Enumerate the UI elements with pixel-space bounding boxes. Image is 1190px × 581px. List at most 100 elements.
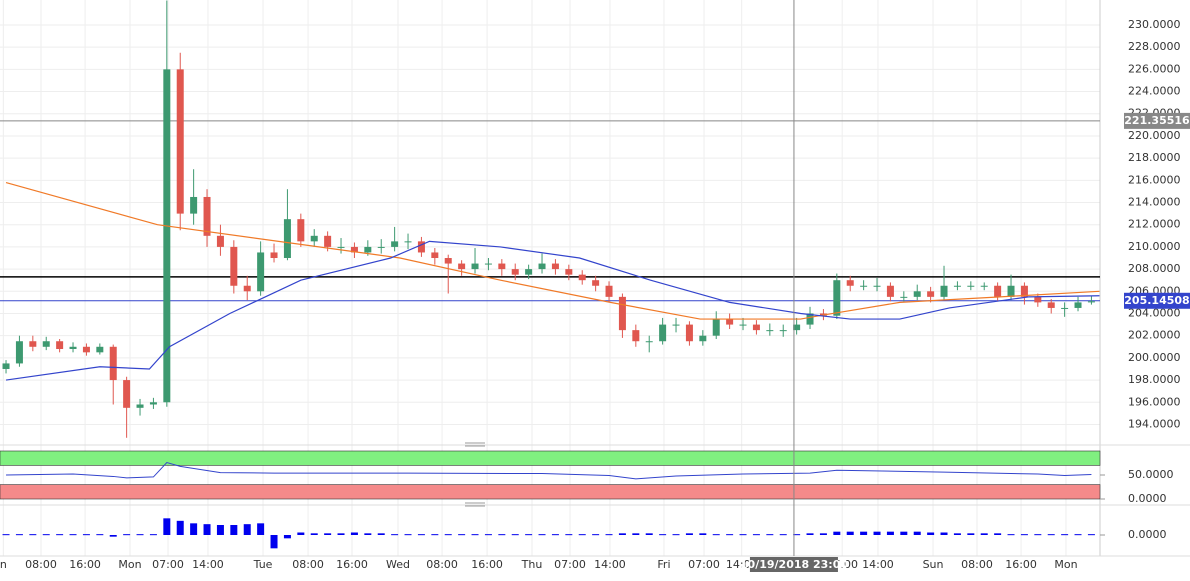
histogram-bar	[42, 534, 50, 536]
histogram-bar	[216, 525, 224, 535]
y-tick-label: 230.0000	[1128, 18, 1181, 31]
histogram-bar	[69, 534, 77, 536]
candle-body	[846, 280, 854, 286]
histogram-bar	[605, 534, 613, 536]
candle-body	[873, 285, 881, 287]
y-tick-label: 224.0000	[1128, 85, 1181, 98]
candle-body	[123, 380, 131, 408]
x-tick-label: 14:00	[594, 558, 626, 571]
price-label-box	[1124, 292, 1190, 309]
histogram-bar	[618, 533, 626, 535]
candle-body	[980, 285, 988, 287]
candle-body	[109, 346, 117, 381]
x-tick-label: 08:00	[25, 558, 57, 571]
histogram-tick-label: 0.0000	[1128, 528, 1167, 541]
histogram-bar	[297, 532, 305, 535]
histogram-bar	[1087, 534, 1095, 536]
y-tick-label: 220.0000	[1128, 129, 1181, 142]
candle-body	[551, 263, 559, 270]
x-tick-label: 07:00	[554, 558, 586, 571]
histogram-bar	[203, 524, 211, 535]
y-tick-label: 196.0000	[1128, 395, 1181, 408]
histogram-bar	[551, 534, 559, 536]
histogram-bar	[1061, 534, 1069, 536]
histogram-bar	[484, 534, 492, 536]
candle-body	[2, 363, 10, 369]
candle-body	[1007, 285, 1015, 297]
histogram-bar	[592, 534, 600, 536]
histogram-bar	[444, 534, 452, 536]
moving-average	[5, 181, 1100, 320]
candle-body	[900, 296, 908, 298]
histogram-bar	[927, 532, 935, 535]
y-tick-label: 218.0000	[1128, 151, 1181, 164]
histogram-bar	[819, 533, 827, 535]
candle-body	[69, 346, 77, 350]
candle-body	[417, 241, 425, 253]
histogram-bar	[860, 531, 868, 535]
price-label-box	[1124, 112, 1190, 129]
histogram-bar	[766, 534, 774, 536]
candle-body	[257, 252, 265, 292]
candle-body	[793, 324, 801, 331]
x-tick-label: Thu	[521, 558, 543, 571]
candle-body	[391, 241, 399, 247]
histogram-bar	[779, 534, 787, 536]
crosshair-label-box	[749, 557, 838, 572]
candle-body	[645, 341, 653, 343]
histogram-bar	[149, 534, 157, 536]
price-label: 221.35516	[1124, 114, 1190, 127]
histogram-bar	[257, 523, 265, 535]
histogram-bar	[1047, 534, 1055, 536]
candle-body	[230, 246, 238, 286]
candle-body	[726, 319, 734, 325]
histogram-bar	[685, 533, 693, 535]
y-tick-label: 228.0000	[1128, 40, 1181, 53]
histogram-bar	[873, 531, 881, 535]
candle-body	[632, 330, 640, 342]
histogram-bar	[1020, 534, 1028, 536]
oscillator-band	[0, 484, 1101, 500]
histogram-bar	[82, 534, 90, 536]
histogram-bar	[712, 534, 720, 536]
candle-body	[1034, 296, 1042, 303]
histogram-bar	[324, 533, 332, 535]
oscillator-line	[6, 461, 1092, 480]
candle-body	[337, 246, 345, 248]
histogram-bar	[578, 534, 586, 536]
y-tick-label: 200.0000	[1128, 351, 1181, 364]
y-tick-label: 216.0000	[1128, 173, 1181, 186]
x-tick-label: 16:00	[69, 558, 101, 571]
candle-body	[511, 269, 519, 275]
histogram-bar	[1007, 534, 1015, 536]
candle-body	[833, 280, 841, 316]
histogram-bar	[846, 531, 854, 535]
histogram-bar	[752, 534, 760, 536]
histogram-bar	[190, 523, 198, 535]
candle-body	[297, 219, 305, 242]
histogram-bar	[699, 533, 707, 535]
candle-body	[927, 291, 935, 297]
candle-body	[712, 319, 720, 336]
candle-body	[498, 263, 506, 270]
candle-body	[806, 313, 814, 325]
candle-body	[592, 280, 600, 286]
histogram-bar	[243, 524, 251, 535]
candle-body	[216, 235, 224, 247]
x-tick-label: Sun	[923, 558, 944, 571]
x-tick-label: 16:00	[471, 558, 503, 571]
candle-body	[82, 346, 90, 353]
candle-body	[940, 285, 948, 297]
oscillator-band	[0, 450, 1101, 466]
candle-body	[860, 285, 868, 287]
histogram-bar	[337, 533, 345, 535]
x-tick-label: 08:00	[961, 558, 993, 571]
candle-body	[56, 341, 64, 350]
histogram-bar	[123, 534, 131, 536]
histogram-bar	[310, 533, 318, 535]
candle-body	[42, 341, 50, 347]
x-tick-label: 08:00	[292, 558, 324, 571]
histogram-bar	[431, 534, 439, 536]
candle-body	[659, 324, 667, 342]
